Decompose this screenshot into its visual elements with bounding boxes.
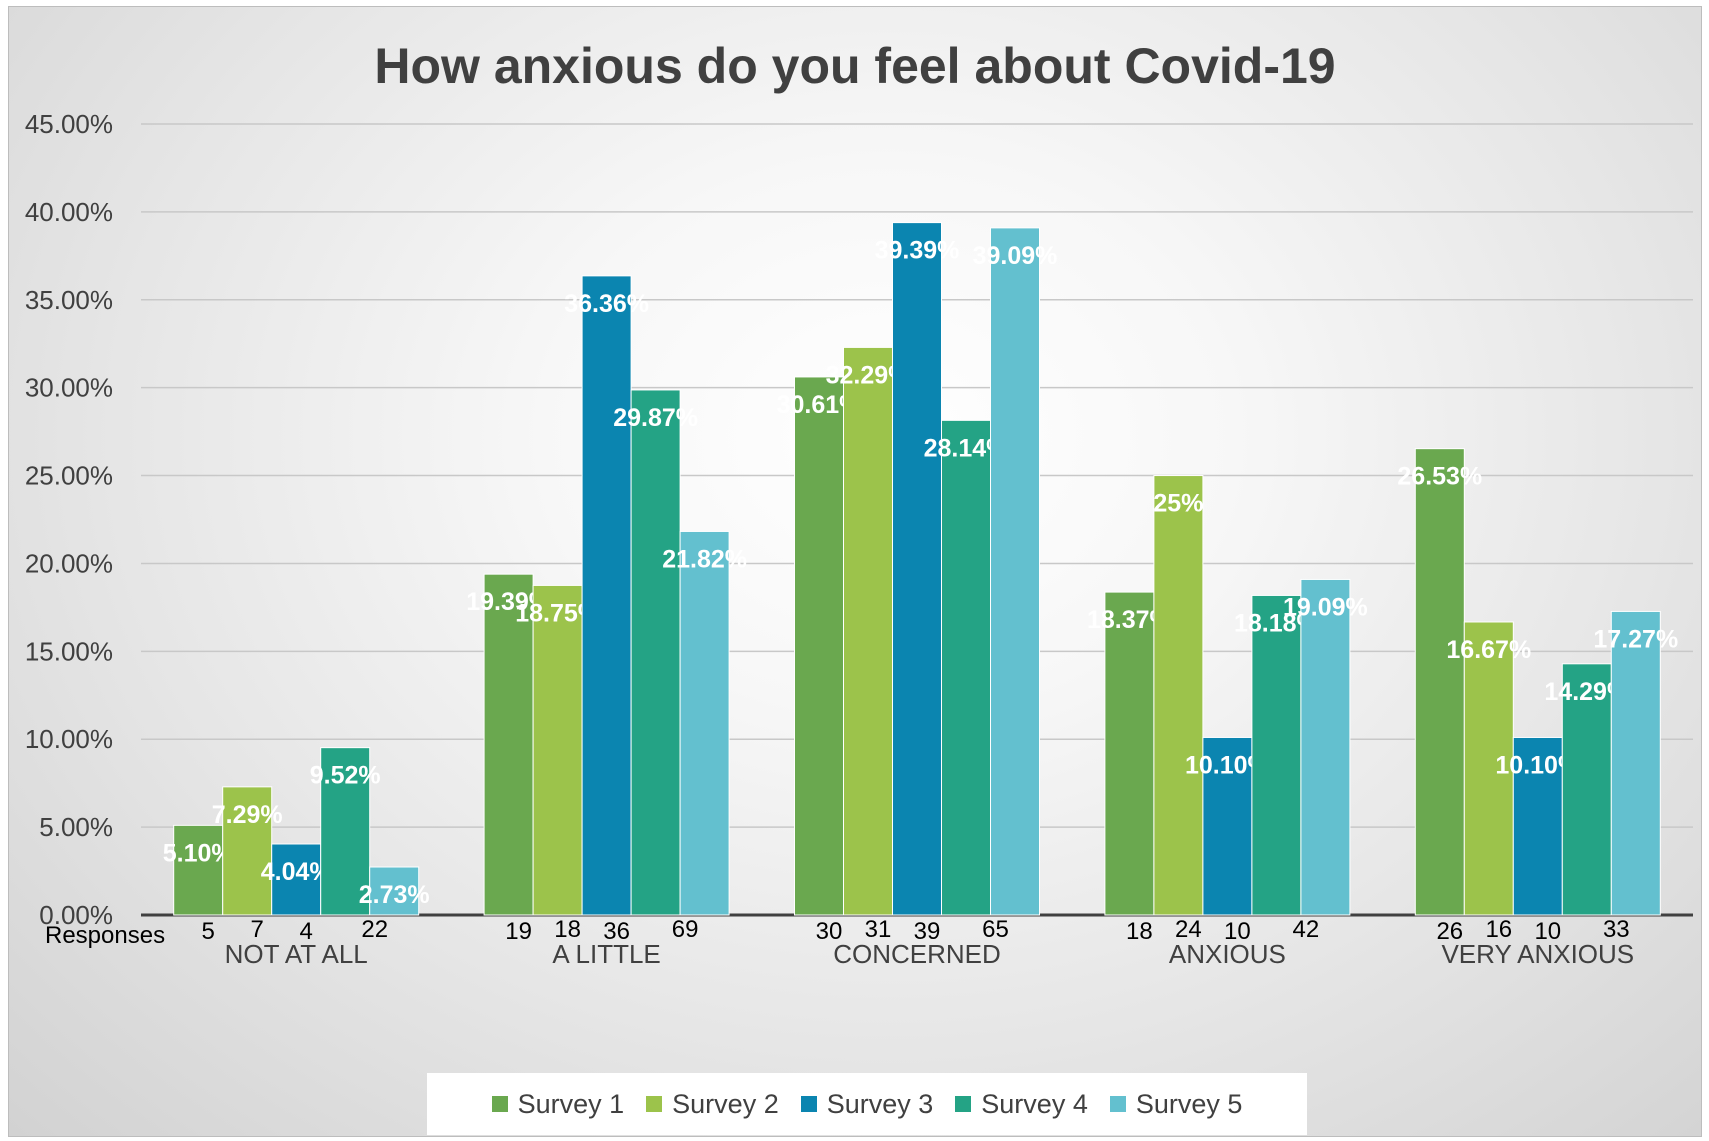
legend-swatch (646, 1096, 663, 1112)
response-count: 65 (982, 916, 1009, 943)
data-label: 36.36% (564, 290, 649, 318)
legend-label: Survey 4 (981, 1088, 1088, 1119)
data-label: 9.52% (310, 762, 381, 790)
bar (271, 843, 322, 916)
bar (532, 584, 583, 916)
legend-label: Survey 5 (1135, 1088, 1243, 1119)
bar (941, 419, 991, 916)
y-tick-label: 25.00% (25, 461, 113, 491)
data-label: 26.53% (1397, 463, 1482, 491)
bar (630, 389, 681, 916)
legend-item: Survey 3 (800, 1088, 934, 1120)
response-count: 19 (505, 918, 532, 945)
data-label: 39.09% (973, 242, 1058, 270)
data-label: 39.39% (875, 237, 960, 265)
data-label: 19.09% (1283, 593, 1368, 621)
chart-title: How anxious do you feel about Covid-19 (374, 38, 1336, 94)
data-label: 2.73% (359, 881, 430, 909)
x-category-label: CONCERNED (833, 939, 1001, 969)
bar (1610, 610, 1661, 916)
data-label: 17.27% (1593, 625, 1678, 653)
bar (581, 275, 632, 916)
data-label: 25% (1153, 490, 1203, 518)
bar (1153, 475, 1204, 916)
response-count: 10 (1224, 918, 1251, 945)
data-label: 5.10% (163, 839, 234, 867)
response-count: 22 (361, 916, 388, 943)
response-count: 42 (1293, 916, 1320, 943)
legend-label: Survey 1 (517, 1088, 625, 1119)
response-count: 18 (554, 916, 581, 943)
response-count: 24 (1175, 916, 1202, 943)
y-tick-label: 35.00% (25, 285, 113, 315)
bar (1104, 591, 1155, 916)
legend-item: Survey 5 (1109, 1088, 1243, 1120)
response-count: 16 (1485, 916, 1512, 943)
response-count: 4 (300, 918, 313, 945)
x-category-label: ANXIOUS (1169, 939, 1286, 969)
legend-swatch (800, 1096, 817, 1112)
legend-label: Survey 2 (672, 1088, 779, 1119)
response-count: 5 (202, 918, 215, 945)
y-tick-label: 15.00% (25, 636, 113, 666)
response-count: 26 (1436, 918, 1463, 945)
chart-plot: 0.00% 5.00% 10.00% 15.00% 20.00% 25.00% 30.00%… (25, 109, 1693, 969)
y-tick-label: 10.00% (25, 724, 113, 754)
data-label: 4.04% (261, 858, 332, 886)
bar (222, 786, 273, 916)
bar (1202, 736, 1253, 916)
bar (990, 227, 1040, 916)
bar (794, 376, 844, 916)
y-tick-label: 40.00% (25, 197, 113, 227)
legend-swatch (491, 1096, 508, 1112)
x-category-label: A LITTLE (552, 939, 660, 969)
bar (679, 530, 730, 916)
y-tick-label: 20.00% (25, 548, 113, 578)
legend-swatch (955, 1096, 972, 1112)
bar (892, 222, 942, 916)
y-tick-label: 30.00% (25, 373, 113, 403)
response-count: 69 (672, 916, 699, 943)
chart-frame: How anxious do you feel about Covid-19 0… (8, 6, 1702, 1137)
legend-item: Survey 4 (955, 1089, 1088, 1120)
x-category-label: NOT AT ALL (225, 939, 368, 969)
legend: Survey 1 Survey 2 Survey 3 Survey 4 Survey 5 (427, 1073, 1307, 1135)
response-count: 7 (251, 916, 264, 943)
data-label: 21.82% (662, 545, 747, 573)
y-tick-label: 5.00% (39, 812, 113, 842)
response-count: 33 (1603, 916, 1630, 943)
response-count: 30 (816, 918, 843, 945)
bar (369, 866, 420, 916)
bar (173, 824, 224, 916)
bar (1300, 578, 1351, 916)
response-count: 31 (865, 916, 892, 943)
legend-swatch (1109, 1096, 1126, 1112)
bar (320, 747, 371, 916)
legend-label: Survey 3 (826, 1088, 934, 1119)
bar (1463, 621, 1514, 916)
bar (1512, 736, 1563, 916)
legend-item: Survey 2 (646, 1089, 779, 1120)
y-tick-label: 45.00% (25, 109, 113, 139)
response-count: 18 (1126, 918, 1153, 945)
data-label: 7.29% (212, 801, 283, 829)
bar (483, 573, 534, 916)
response-count: 39 (914, 918, 941, 945)
response-count: 10 (1534, 918, 1561, 945)
response-count: 36 (603, 918, 630, 945)
bar (1414, 448, 1465, 916)
data-label: 29.87% (613, 404, 698, 432)
bar (1561, 663, 1612, 916)
data-label: 16.67% (1446, 636, 1531, 664)
responses-label: Responses (45, 922, 165, 949)
y-tick-label: 0.00% (39, 900, 113, 930)
x-category-label: VERY ANXIOUS (1441, 939, 1634, 969)
bar (843, 346, 893, 916)
bar (1251, 594, 1302, 916)
legend-item: Survey 1 (491, 1088, 625, 1120)
